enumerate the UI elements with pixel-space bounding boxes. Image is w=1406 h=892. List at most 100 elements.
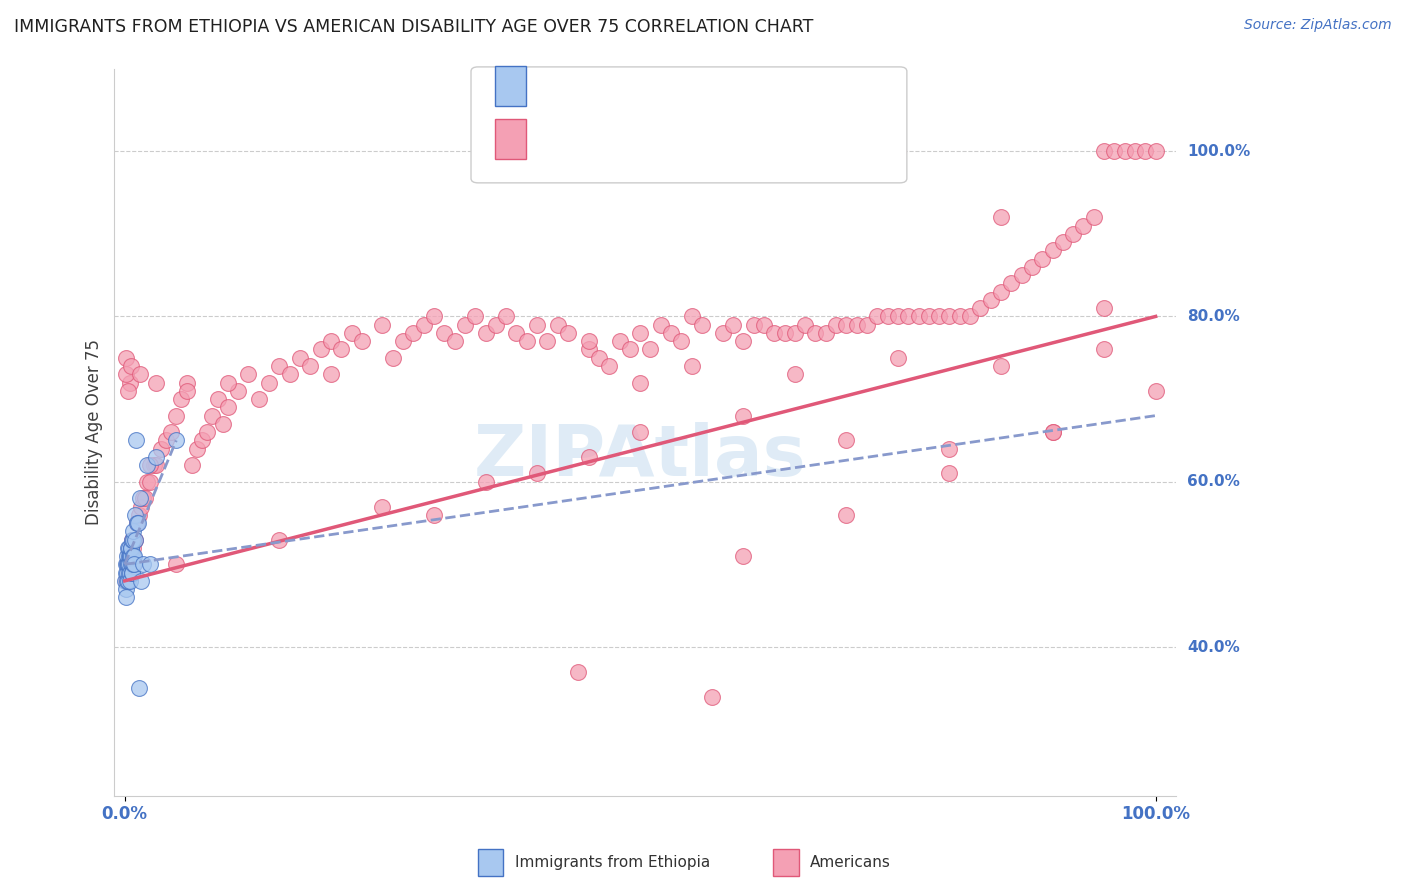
Point (733, 334, 755, 349)
Text: R =: R = (537, 130, 574, 148)
Point (117, 574, 139, 588)
Point (115, 558, 138, 572)
Point (804, 326, 827, 340)
Point (876, 310, 898, 324)
Point (1000, 277, 1022, 291)
Point (120, 549, 142, 563)
Point (1042, 425, 1064, 439)
Point (124, 533, 146, 547)
Point (773, 326, 796, 340)
Point (526, 467, 548, 481)
Point (495, 310, 517, 324)
Point (117, 384, 139, 398)
Point (671, 334, 693, 349)
Point (485, 318, 508, 332)
Point (122, 558, 145, 572)
Point (578, 343, 600, 357)
Point (1011, 268, 1033, 282)
Point (887, 144, 910, 158)
Point (269, 533, 291, 547)
Point (619, 343, 641, 357)
Point (115, 549, 138, 563)
Point (567, 665, 589, 679)
Point (165, 409, 187, 423)
Point (114, 582, 136, 596)
Point (938, 442, 960, 456)
Text: R =: R = (537, 77, 574, 95)
Point (211, 417, 233, 431)
Point (124, 508, 146, 522)
Point (139, 458, 162, 473)
Text: 60.0%: 60.0% (1187, 475, 1240, 489)
Point (124, 533, 146, 547)
Point (299, 359, 322, 373)
Text: N =: N = (643, 130, 679, 148)
Point (1052, 235, 1074, 249)
Point (350, 334, 373, 349)
Point (122, 524, 145, 539)
Point (117, 558, 139, 572)
Point (628, 326, 651, 340)
Point (371, 318, 394, 332)
Point (117, 541, 139, 555)
Text: 40.0%: 40.0% (1187, 640, 1240, 655)
Point (127, 516, 149, 530)
Point (980, 293, 1002, 307)
Point (118, 566, 141, 580)
Point (117, 549, 139, 563)
Point (127, 516, 149, 530)
Point (128, 508, 150, 522)
Text: Source: ZipAtlas.com: Source: ZipAtlas.com (1244, 18, 1392, 32)
Point (578, 450, 600, 464)
Point (650, 318, 672, 332)
Point (794, 318, 817, 332)
Point (866, 310, 889, 324)
Point (129, 491, 152, 506)
Point (226, 384, 249, 398)
Point (145, 458, 167, 473)
Point (1104, 144, 1126, 158)
Point (588, 351, 610, 365)
Text: IMMIGRANTS FROM ETHIOPIA VS AMERICAN DISABILITY AGE OVER 75 CORRELATION CHART: IMMIGRANTS FROM ETHIOPIA VS AMERICAN DIS… (14, 18, 814, 36)
Point (969, 301, 991, 315)
Point (155, 434, 177, 448)
Point (1042, 244, 1064, 258)
Point (1114, 144, 1136, 158)
Point (547, 318, 569, 332)
Point (114, 574, 136, 588)
Point (609, 334, 631, 349)
Point (928, 310, 950, 324)
Point (640, 343, 662, 357)
Point (117, 566, 139, 580)
Point (122, 541, 145, 555)
Point (1144, 384, 1167, 398)
Point (120, 558, 142, 572)
Point (269, 359, 291, 373)
Point (120, 359, 142, 373)
Point (128, 681, 150, 696)
Point (136, 458, 159, 473)
Point (118, 566, 141, 580)
Point (721, 318, 744, 332)
Point (118, 376, 141, 390)
Point (129, 500, 152, 514)
Point (742, 318, 765, 332)
Point (938, 467, 960, 481)
Point (516, 334, 538, 349)
Text: 48: 48 (688, 77, 710, 95)
Point (117, 574, 139, 588)
Point (309, 343, 332, 357)
Point (120, 549, 142, 563)
Point (195, 425, 218, 439)
Point (180, 458, 202, 473)
Point (990, 359, 1012, 373)
Text: 0.158: 0.158 (582, 77, 634, 95)
Point (381, 351, 404, 365)
Point (1135, 144, 1157, 158)
Point (1073, 219, 1095, 233)
Point (134, 491, 156, 506)
Point (319, 368, 342, 382)
Text: 0.608: 0.608 (582, 130, 634, 148)
Text: 164: 164 (688, 130, 723, 148)
Point (887, 310, 910, 324)
